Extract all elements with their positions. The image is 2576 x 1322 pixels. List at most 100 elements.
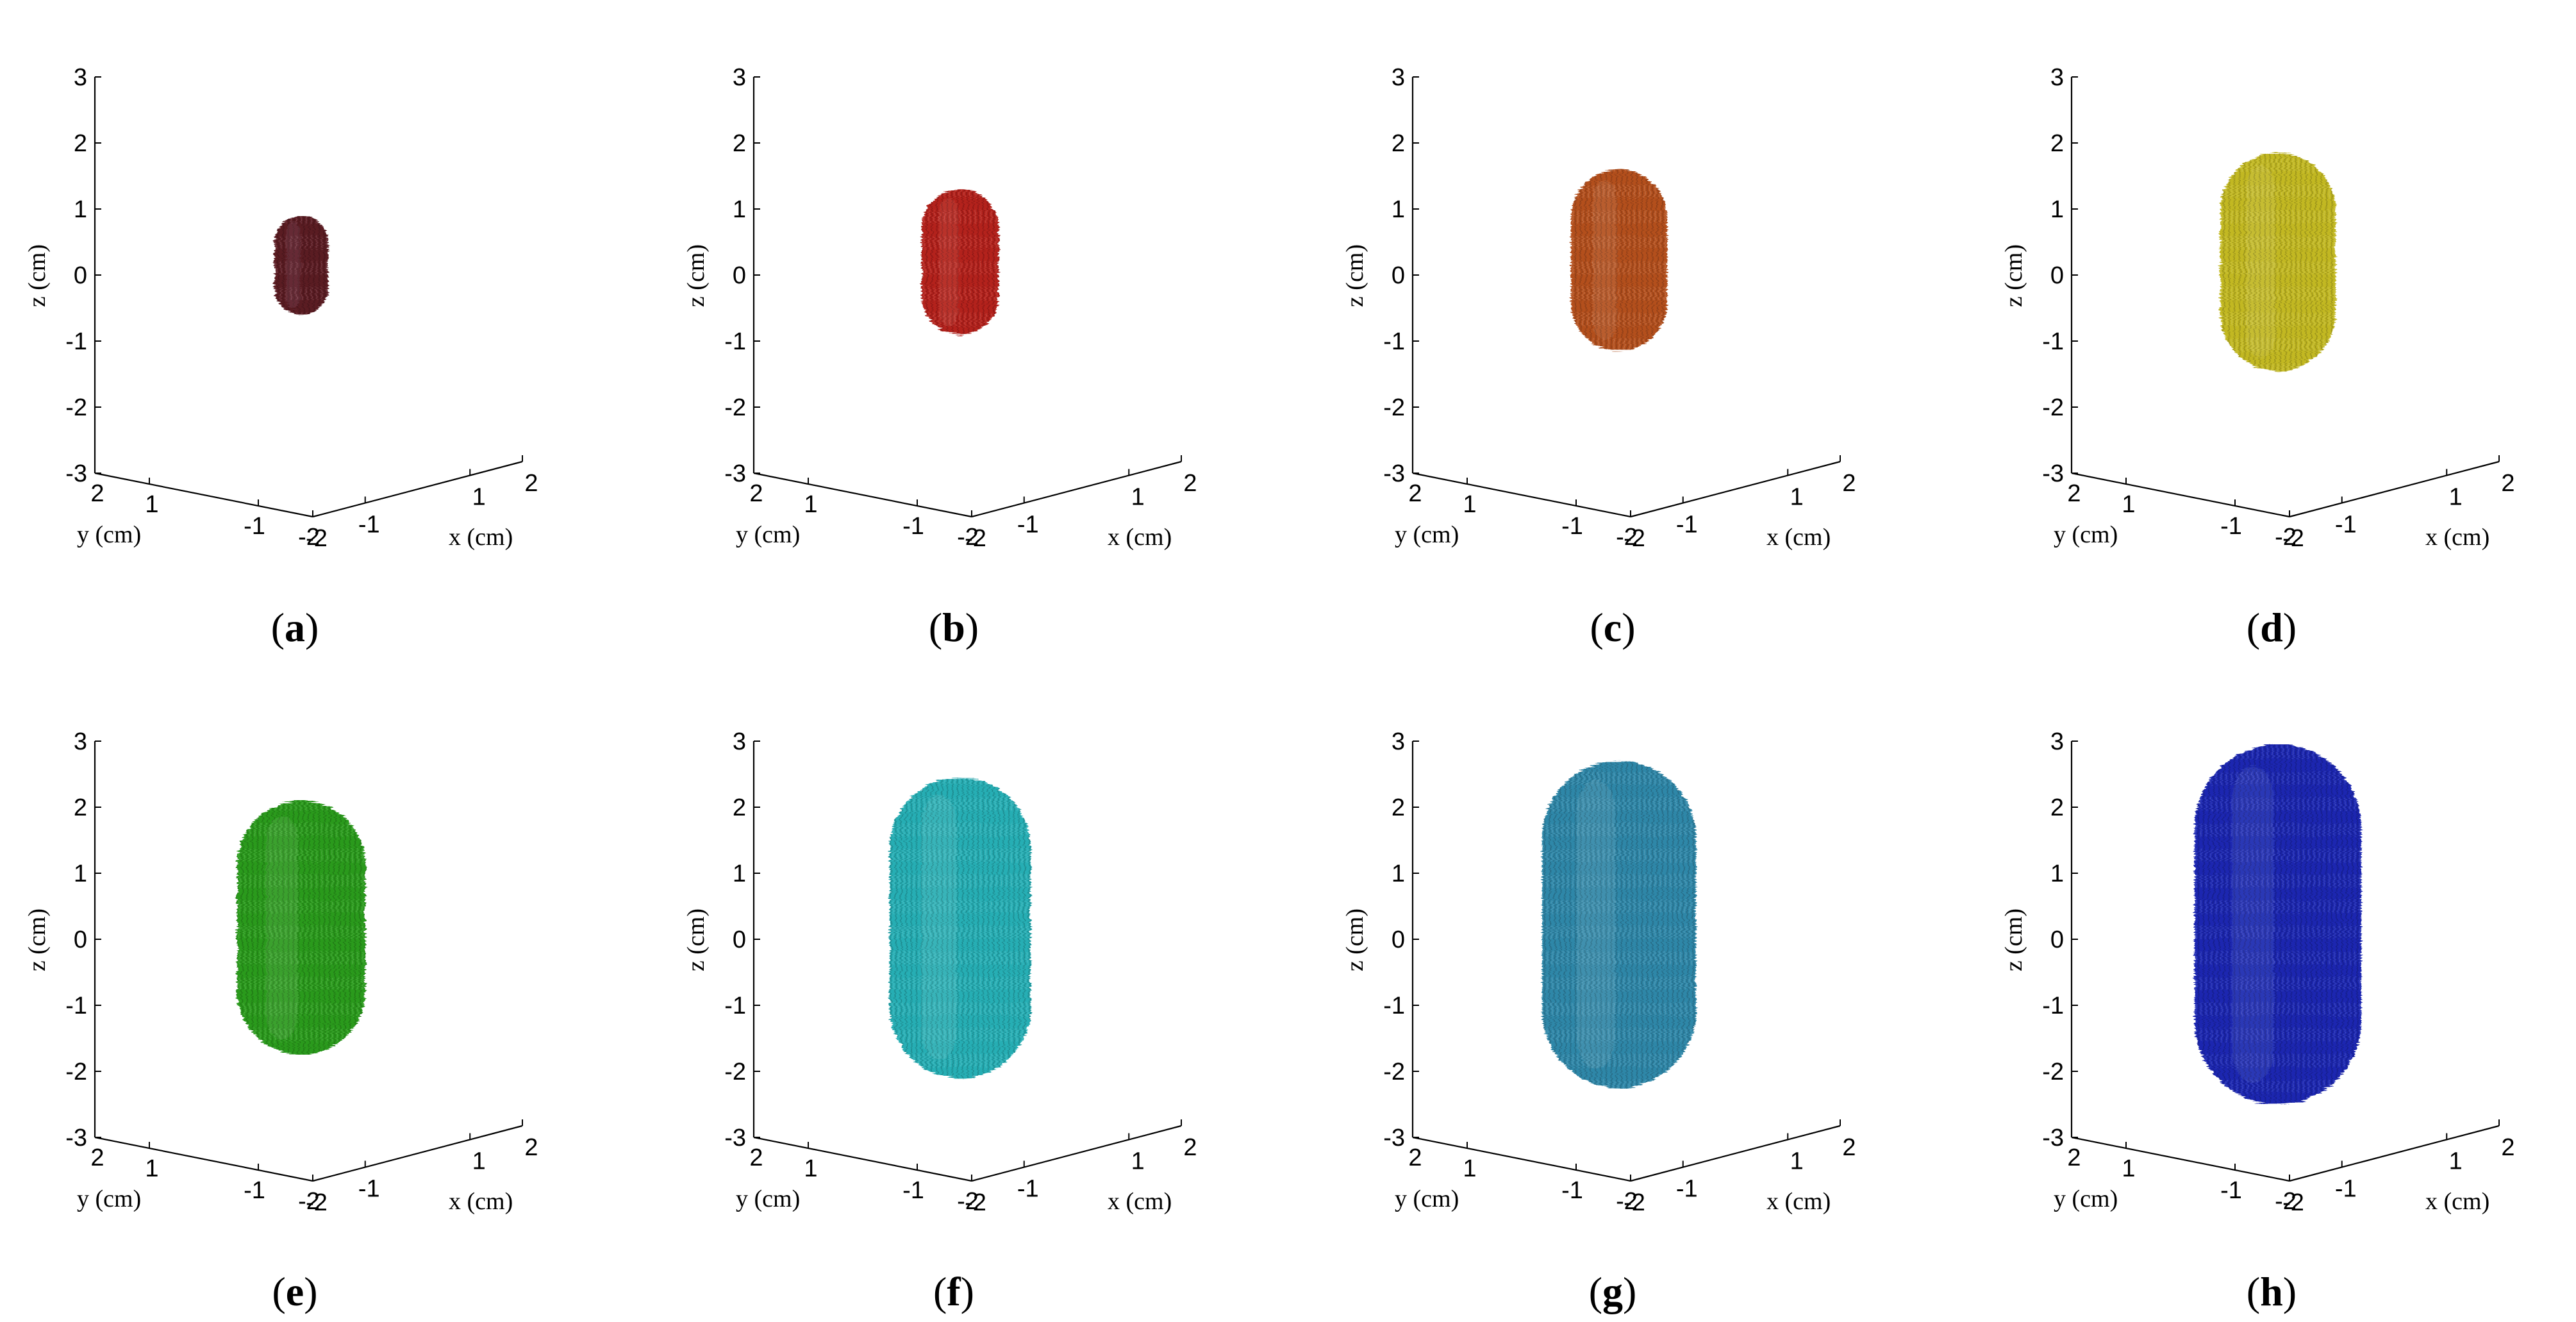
y-tick-label: -2 [957,1188,979,1215]
y-axis-label: y (cm) [1395,1185,1459,1212]
y-tick-label: 1 [2122,491,2135,518]
y-axis-label: y (cm) [1395,521,1459,548]
x-tick-label: 2 [2501,470,2514,497]
panel-label: (b) [929,605,979,650]
panel-label: (a) [271,605,319,650]
x-tick-label: -2 [2282,525,2304,552]
z-axis-label: z (cm) [683,908,710,971]
x-axis-label: x (cm) [2425,524,2489,551]
x-axis-label: x (cm) [449,524,513,551]
z-tick-label: -1 [65,992,87,1019]
z-tick-label: 3 [1392,64,1405,91]
y-tick-label: 2 [90,480,104,507]
z-tick-label: 0 [74,926,87,953]
surface-body [2220,153,2336,371]
z-tick-label: 0 [74,262,87,289]
y-tick-label: 1 [1463,1155,1476,1182]
y-tick-label: -2 [298,1188,320,1215]
x-axis-label: x (cm) [1766,1188,1831,1215]
x-tick-label: 1 [472,484,486,511]
z-tick-label: 0 [1392,926,1405,953]
z-tick-label: 1 [2050,196,2064,223]
z-axis-label: z (cm) [1342,244,1368,307]
y-tick-label: -1 [244,513,265,540]
x-tick-label: 2 [1842,470,1856,497]
x-axis-line [2289,460,2500,518]
y-axis-label: y (cm) [77,521,141,548]
y-tick-label: 2 [749,480,763,507]
y-axis-line [94,472,313,518]
z-tick-label: 1 [733,196,746,223]
y-axis-label: y (cm) [736,521,800,548]
x-axis-label: x (cm) [2425,1188,2489,1215]
y-tick-label: -2 [2275,1188,2297,1215]
y-tick-label: 1 [804,491,817,518]
y-tick-label: 1 [145,491,158,518]
z-tick-label: 2 [74,794,87,821]
surface-body [922,189,999,335]
z-tick-label: 1 [2050,860,2064,887]
panel-label: (d) [2247,605,2297,650]
z-tick-label: 3 [733,64,746,91]
x-tick-label: 1 [1131,484,1145,511]
z-axis-label: z (cm) [683,244,710,307]
x-tick-label: 2 [1183,470,1197,497]
z-tick-label: 2 [74,130,87,157]
z-tick-label: -2 [2042,1058,2064,1085]
x-tick-label: -1 [1017,1176,1039,1203]
x-tick-label: 1 [1131,1148,1145,1175]
z-tick-label: -2 [724,1058,746,1085]
z-tick-label: 3 [2050,728,2064,755]
panel-label: (c) [1590,605,1635,650]
z-tick-label: -1 [2042,992,2064,1019]
z-tick-label: -3 [2042,460,2064,487]
x-axis-line [971,1125,1182,1182]
x-tick-label: -1 [2335,1176,2357,1203]
z-tick-label: 3 [2050,64,2064,91]
z-tick-label: 0 [733,926,746,953]
z-tick-label: 1 [733,860,746,887]
y-tick-label: -1 [902,513,924,540]
panel-label: (f) [933,1269,974,1314]
x-tick-label: 2 [1183,1134,1197,1161]
x-tick-label: -1 [358,512,380,539]
x-tick-label: 1 [1790,1148,1804,1175]
y-axis-line [753,472,972,518]
x-axis-label: x (cm) [1108,524,1172,551]
z-tick-label: -2 [65,1058,87,1085]
z-tick-label: -1 [724,328,746,355]
z-tick-label: -1 [1383,992,1405,1019]
x-tick-label: 1 [2449,1148,2463,1175]
panel-label: (h) [2247,1269,2297,1314]
z-axis-label: z (cm) [24,244,51,307]
panel-label: (e) [272,1269,317,1314]
y-tick-label: -1 [2220,513,2242,540]
y-axis-label: y (cm) [736,1185,800,1212]
z-tick-label: 0 [1392,262,1405,289]
z-tick-label: 1 [74,196,87,223]
y-tick-label: 2 [1408,1144,1422,1171]
z-axis-label: z (cm) [1342,908,1368,971]
z-tick-label: 2 [2050,794,2064,821]
x-axis-label: x (cm) [1766,524,1831,551]
x-tick-label: 1 [472,1148,486,1175]
x-tick-label: 1 [1790,484,1804,511]
y-tick-label: -2 [957,524,979,551]
z-tick-label: -3 [2042,1125,2064,1151]
z-tick-label: 1 [1392,860,1405,887]
x-tick-label: -2 [965,525,986,552]
y-tick-label: -1 [2220,1177,2242,1204]
x-tick-label: 1 [2449,484,2463,511]
z-tick-label: -3 [724,460,746,487]
x-tick-label: -2 [306,1189,328,1216]
y-tick-label: -2 [2275,524,2297,551]
surface-body [2195,744,2361,1105]
z-tick-label: -1 [1383,328,1405,355]
y-axis-line [94,1136,313,1182]
z-tick-label: -2 [1383,394,1405,421]
